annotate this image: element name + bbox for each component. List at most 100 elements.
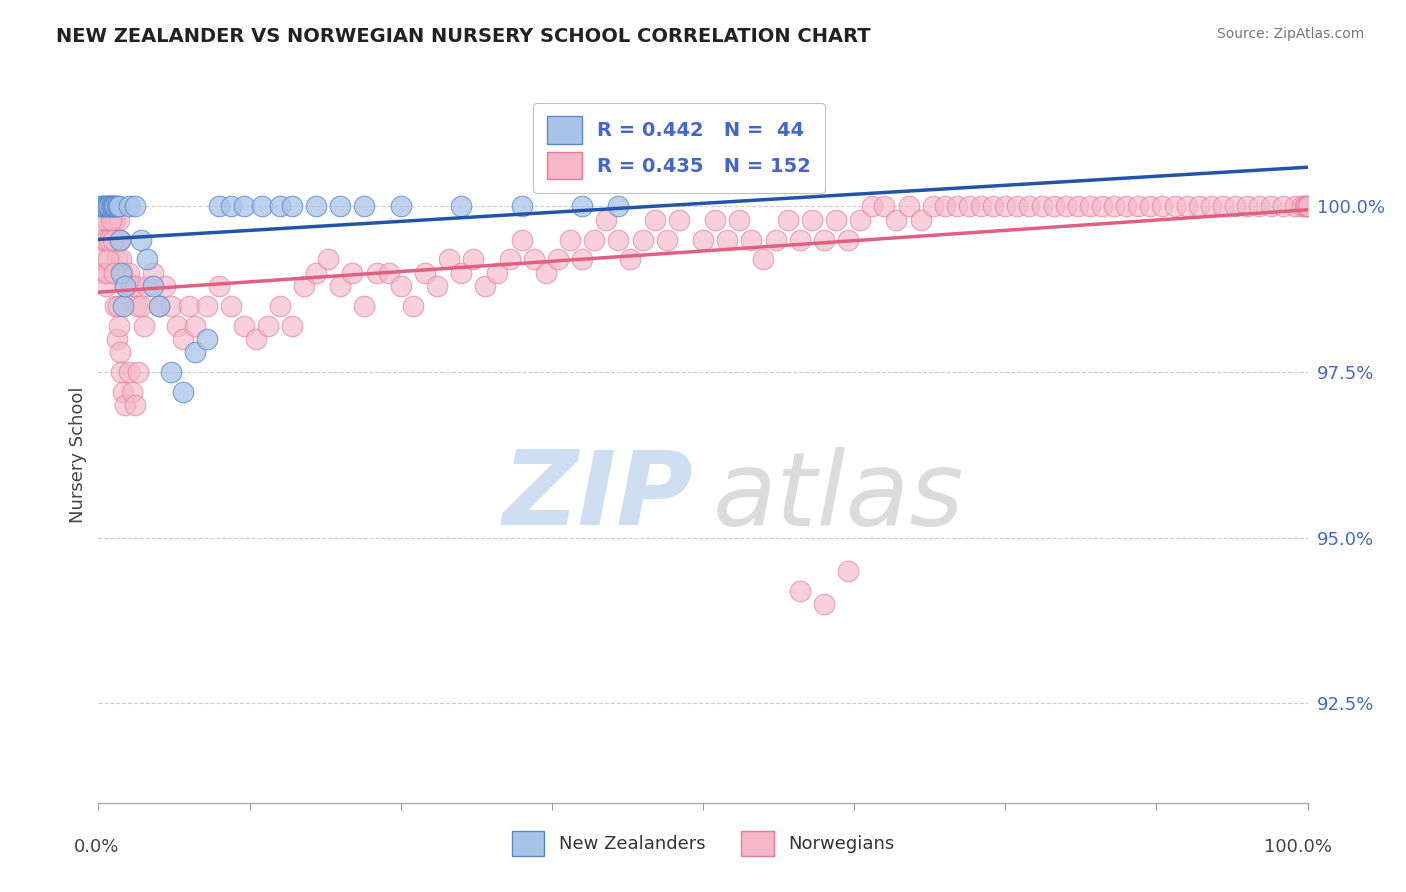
- Point: [1188, 199, 1211, 213]
- Point: [825, 212, 848, 227]
- Point: [631, 233, 654, 247]
- Point: [96, 212, 118, 227]
- Point: [716, 233, 738, 247]
- Text: Source: ZipAtlas.com: Source: ZipAtlas.com: [1216, 27, 1364, 41]
- Point: [127, 299, 149, 313]
- Point: [402, 299, 425, 313]
- Point: [1223, 199, 1246, 213]
- Point: [813, 597, 835, 611]
- Point: [1128, 199, 1150, 213]
- Point: [1152, 199, 1174, 213]
- Point: [281, 199, 304, 213]
- Point: [1115, 199, 1137, 213]
- Point: [1163, 199, 1185, 213]
- Point: [103, 199, 125, 213]
- Point: [437, 252, 460, 267]
- Point: [752, 252, 775, 267]
- Point: [957, 199, 980, 213]
- Point: [873, 199, 896, 213]
- Point: [450, 199, 472, 213]
- Point: [776, 212, 799, 227]
- Point: [98, 199, 121, 213]
- Point: [110, 365, 132, 379]
- Point: [111, 299, 134, 313]
- Point: [269, 299, 291, 313]
- Point: [269, 199, 291, 213]
- Point: [329, 279, 352, 293]
- Point: [124, 398, 146, 412]
- Point: [127, 365, 149, 379]
- Point: [172, 384, 194, 399]
- Point: [153, 279, 176, 293]
- Point: [179, 299, 201, 313]
- Point: [789, 233, 811, 247]
- Point: [184, 345, 207, 359]
- Point: [114, 398, 136, 412]
- Point: [232, 199, 254, 213]
- Point: [1284, 199, 1306, 213]
- Point: [353, 199, 375, 213]
- Point: [91, 233, 114, 247]
- Point: [1272, 199, 1295, 213]
- Point: [221, 199, 243, 213]
- Point: [98, 199, 121, 213]
- Point: [96, 266, 118, 280]
- Point: [108, 233, 131, 247]
- Point: [534, 266, 557, 280]
- Point: [110, 266, 132, 280]
- Point: [195, 299, 218, 313]
- Point: [100, 199, 122, 213]
- Point: [897, 199, 920, 213]
- Point: [111, 384, 134, 399]
- Point: [1296, 199, 1319, 213]
- Point: [104, 299, 127, 313]
- Point: [107, 233, 129, 247]
- Point: [571, 199, 593, 213]
- Point: [105, 199, 128, 213]
- Point: [142, 279, 165, 293]
- Point: [498, 252, 520, 267]
- Point: [90, 199, 112, 213]
- Point: [849, 212, 872, 227]
- Point: [450, 266, 472, 280]
- Point: [292, 279, 315, 293]
- Point: [107, 199, 129, 213]
- Point: [100, 199, 122, 213]
- Point: [970, 199, 993, 213]
- Text: 100.0%: 100.0%: [1264, 838, 1331, 855]
- Point: [104, 212, 127, 227]
- Point: [97, 199, 120, 213]
- Point: [607, 199, 630, 213]
- Point: [118, 365, 141, 379]
- Point: [668, 212, 690, 227]
- Point: [571, 252, 593, 267]
- Point: [160, 365, 183, 379]
- Text: 0.0%: 0.0%: [75, 838, 120, 855]
- Point: [583, 233, 606, 247]
- Point: [90, 252, 112, 267]
- Point: [208, 279, 231, 293]
- Point: [114, 279, 136, 293]
- Point: [886, 212, 908, 227]
- Point: [1295, 199, 1317, 213]
- Point: [91, 199, 114, 213]
- Point: [114, 279, 136, 293]
- Point: [740, 233, 762, 247]
- Point: [342, 266, 364, 280]
- Point: [981, 199, 1004, 213]
- Point: [101, 233, 124, 247]
- Point: [135, 279, 157, 293]
- Point: [1078, 199, 1101, 213]
- Point: [120, 279, 142, 293]
- Point: [800, 212, 823, 227]
- Point: [934, 199, 956, 213]
- Point: [94, 233, 117, 247]
- Legend: New Zealanders, Norwegians: New Zealanders, Norwegians: [505, 823, 901, 863]
- Point: [474, 279, 496, 293]
- Point: [426, 279, 449, 293]
- Point: [97, 252, 120, 267]
- Point: [644, 212, 666, 227]
- Point: [510, 199, 533, 213]
- Point: [1249, 199, 1271, 213]
- Point: [1018, 199, 1040, 213]
